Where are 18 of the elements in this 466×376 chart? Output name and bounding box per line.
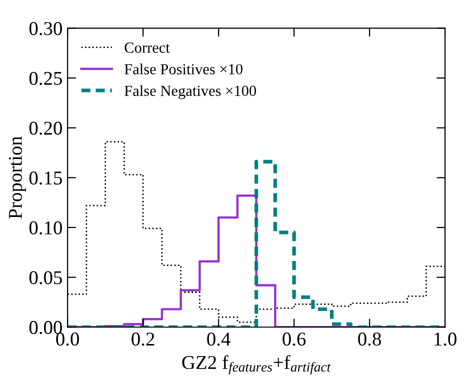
legend-label: False Positives ×10 [124,64,242,74]
y-tick-label: 0.15 [29,171,62,185]
x-tick-label: 0.0 [56,332,79,346]
y-tick-label: 0.10 [29,221,62,235]
y-tick-label: 0.00 [29,320,62,334]
x-axis-title: GZ2 f$_{features}$+f$_{artifact}$ [182,355,331,374]
x-tick-label: 0.6 [282,332,306,346]
y-tick-label: 0.25 [29,72,62,86]
x-tick-label: 0.4 [207,332,230,346]
legend-label: Correct [124,42,170,53]
legend-label: False Negatives ×100 [124,85,256,100]
y-tick-label: 0.05 [29,271,62,284]
y-axis-title: Proportion [8,136,26,219]
x-tick-label: 0.8 [358,332,381,346]
x-tick-label: 1.0 [434,332,456,346]
y-tick-label: 0.30 [29,22,62,36]
y-tick-label: 0.20 [29,122,62,135]
x-tick-label: 0.2 [132,332,154,346]
